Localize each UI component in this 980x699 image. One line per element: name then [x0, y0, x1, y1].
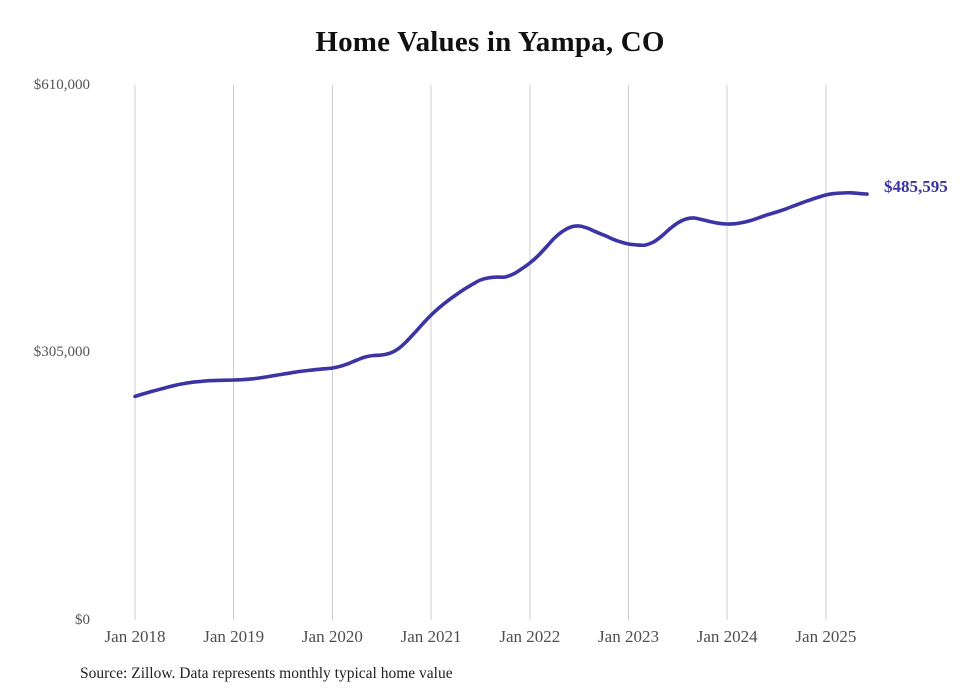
x-tick-label: Jan 2021 — [400, 627, 462, 646]
x-tick-label: Jan 2022 — [499, 627, 561, 646]
home-value-line — [133, 190, 869, 399]
y-tick-label: $0 — [75, 611, 90, 628]
y-tick-label: $610,000 — [33, 76, 90, 93]
x-tick-label: Jan 2025 — [795, 627, 857, 646]
latest-value-label: $485,595 — [884, 177, 948, 197]
x-axis: Jan 2018 Jan 2019 Jan 2020 Jan 2021 Jan 2022… — [0, 627, 980, 651]
chart-title: Home Values in Yampa, CO — [315, 26, 665, 58]
y-axis: $610,000 $305,000 $0 — [0, 0, 92, 699]
y-tick-label: $305,000 — [33, 344, 90, 360]
x-tick-label: Jan 2024 — [696, 627, 758, 646]
x-tick-label: Jan 2020 — [301, 627, 363, 646]
x-tick-label: Jan 2018 — [104, 627, 166, 646]
x-tick-label: Jan 2023 — [598, 627, 659, 646]
x-tick-label: Jan 2019 — [203, 627, 265, 646]
source-note: Source: Zillow. Data represents monthly … — [80, 665, 453, 682]
